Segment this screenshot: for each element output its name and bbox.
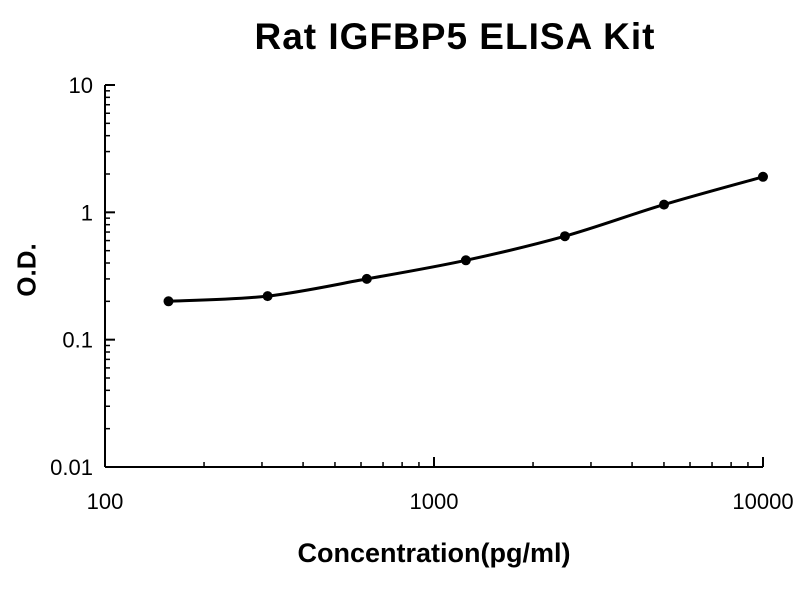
data-point-marker [559, 231, 570, 242]
y-tick-label: 1 [81, 200, 93, 225]
data-point-marker [659, 199, 669, 210]
x-axis-label: Concentration(pg/ml) [297, 538, 571, 568]
data-point-marker [163, 296, 174, 307]
x-tick-label: 100 [87, 489, 124, 514]
data-point-marker [262, 291, 273, 302]
data-point-marker [460, 255, 471, 266]
data-point-marker [758, 171, 768, 182]
y-tick-label: 10 [69, 73, 93, 98]
chart-title: Rat IGFBP5 ELISA Kit [254, 16, 656, 57]
standard-curve-line [167, 175, 765, 303]
y-tick-label: 0.01 [50, 455, 93, 480]
data-point-marker [361, 273, 372, 284]
y-tick-label: 0.1 [62, 328, 93, 353]
x-tick-label: 10000 [732, 489, 793, 514]
x-tick-label: 1000 [410, 489, 459, 514]
